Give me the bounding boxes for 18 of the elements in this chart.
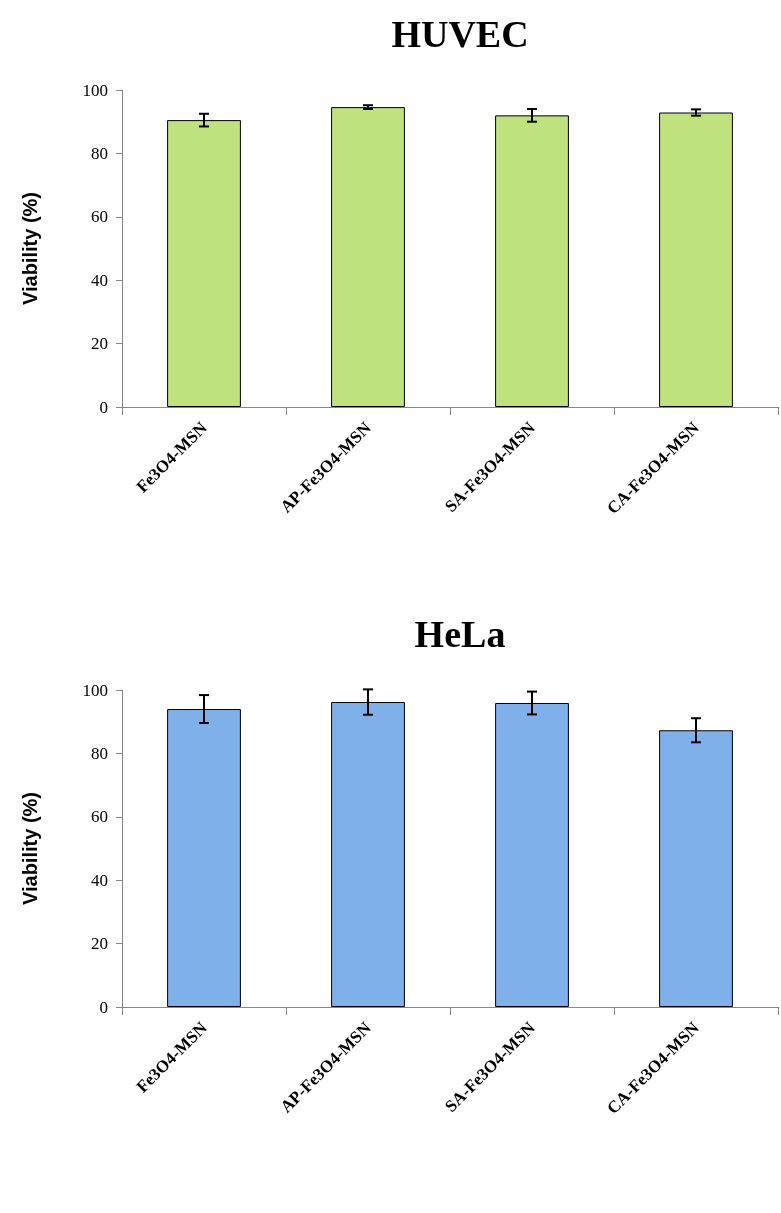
y-tick-label: 20 <box>91 934 108 954</box>
y-tick-label: 100 <box>82 680 108 700</box>
y-tick-label: 40 <box>91 270 108 290</box>
y-tick-label: 0 <box>99 397 108 417</box>
y-tick-label: 60 <box>91 207 108 227</box>
chart-title: HUVEC <box>391 13 529 55</box>
y-tick-label: 100 <box>82 80 108 100</box>
y-tick-label: 60 <box>91 807 108 827</box>
y-tick-label: 80 <box>91 143 108 163</box>
y-axis-title: Viability (%) <box>19 792 41 905</box>
y-axis-title: Viability (%) <box>19 192 41 305</box>
bar <box>331 107 405 407</box>
y-tick-label: 40 <box>91 870 108 890</box>
y-tick-label: 0 <box>99 997 108 1017</box>
y-tick-label: 80 <box>91 743 108 763</box>
bar <box>659 112 733 407</box>
chart-title: HeLa <box>414 613 506 655</box>
y-tick-label: 20 <box>91 334 108 354</box>
